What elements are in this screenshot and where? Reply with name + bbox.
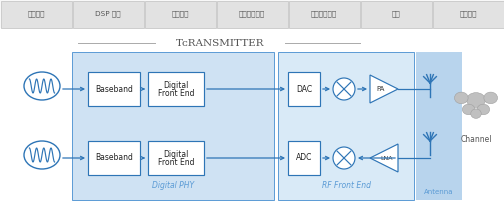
Bar	[1, 0, 72, 28]
Text: 软件开发: 软件开发	[171, 11, 189, 17]
Ellipse shape	[24, 72, 60, 100]
Bar	[88, 72, 140, 106]
Bar	[278, 52, 414, 200]
Ellipse shape	[462, 104, 475, 115]
Ellipse shape	[455, 92, 468, 104]
Text: ADC: ADC	[296, 154, 312, 163]
Bar	[88, 141, 140, 175]
Text: Digital: Digital	[163, 81, 188, 90]
Text: Antenna: Antenna	[424, 189, 454, 195]
Text: Digital PHY: Digital PHY	[152, 181, 194, 190]
Text: Baseband: Baseband	[95, 154, 133, 163]
Ellipse shape	[471, 109, 481, 118]
Bar	[217, 0, 287, 28]
Text: TᴄRANSMITTER: TᴄRANSMITTER	[176, 38, 264, 48]
Ellipse shape	[24, 141, 60, 169]
Bar	[288, 72, 320, 106]
Text: 射频: 射频	[392, 11, 400, 17]
Circle shape	[333, 78, 355, 100]
Text: Channel: Channel	[460, 135, 492, 144]
Bar	[288, 141, 320, 175]
Polygon shape	[370, 144, 398, 172]
Bar	[0, 28, 504, 215]
Text: DSP 算法: DSP 算法	[95, 11, 121, 17]
Bar	[73, 0, 144, 28]
Text: 数字电路硬件: 数字电路硬件	[239, 11, 265, 17]
Text: Digital: Digital	[163, 150, 188, 159]
Text: Baseband: Baseband	[95, 84, 133, 94]
Bar	[148, 72, 204, 106]
Bar	[72, 52, 274, 200]
Text: PA: PA	[376, 86, 385, 92]
Circle shape	[333, 147, 355, 169]
Bar	[288, 0, 359, 28]
Bar	[416, 52, 462, 200]
Text: Front End: Front End	[158, 89, 194, 98]
Ellipse shape	[484, 92, 497, 104]
Bar	[145, 0, 216, 28]
Text: Front End: Front End	[158, 158, 194, 167]
Polygon shape	[370, 75, 398, 103]
Text: 天线设计: 天线设计	[459, 11, 477, 17]
Text: 混合信号硬件: 混合信号硬件	[311, 11, 337, 17]
Bar	[148, 141, 204, 175]
Text: LNA: LNA	[381, 155, 393, 161]
Ellipse shape	[467, 93, 485, 107]
Bar	[432, 0, 503, 28]
Bar	[360, 0, 431, 28]
Text: RF Front End: RF Front End	[322, 181, 370, 190]
Ellipse shape	[477, 104, 490, 115]
Text: 系统构架: 系统构架	[27, 11, 45, 17]
Text: DAC: DAC	[296, 84, 312, 94]
